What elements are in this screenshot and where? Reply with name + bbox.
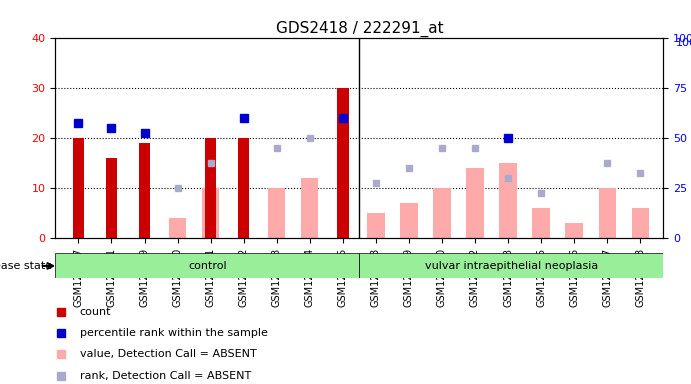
Text: value, Detection Call = ABSENT: value, Detection Call = ABSENT [79, 349, 256, 359]
Bar [500, 163, 517, 238]
Bar [106, 158, 117, 238]
Bar [632, 208, 649, 238]
Bar [400, 203, 417, 238]
Bar [598, 188, 616, 238]
Bar [337, 88, 348, 238]
Bar [433, 188, 451, 238]
Bar [466, 168, 484, 238]
Bar [301, 178, 319, 238]
Text: control: control [188, 261, 227, 271]
Text: percentile rank within the sample: percentile rank within the sample [79, 328, 267, 338]
Title: GDS2418 / 222291_at: GDS2418 / 222291_at [276, 21, 443, 37]
Text: count: count [79, 307, 111, 317]
Bar [532, 208, 550, 238]
Text: rank, Detection Call = ABSENT: rank, Detection Call = ABSENT [79, 371, 251, 381]
FancyBboxPatch shape [55, 253, 359, 278]
Bar [205, 138, 216, 238]
Bar [202, 188, 219, 238]
Text: 100%: 100% [676, 38, 691, 48]
Bar [139, 143, 150, 238]
Bar [565, 223, 583, 238]
Bar [238, 138, 249, 238]
Bar [268, 188, 285, 238]
FancyBboxPatch shape [359, 253, 663, 278]
Text: vulvar intraepithelial neoplasia: vulvar intraepithelial neoplasia [425, 261, 598, 271]
Text: disease state: disease state [0, 261, 53, 271]
Bar [73, 138, 84, 238]
Bar [169, 218, 187, 238]
Bar [367, 213, 384, 238]
